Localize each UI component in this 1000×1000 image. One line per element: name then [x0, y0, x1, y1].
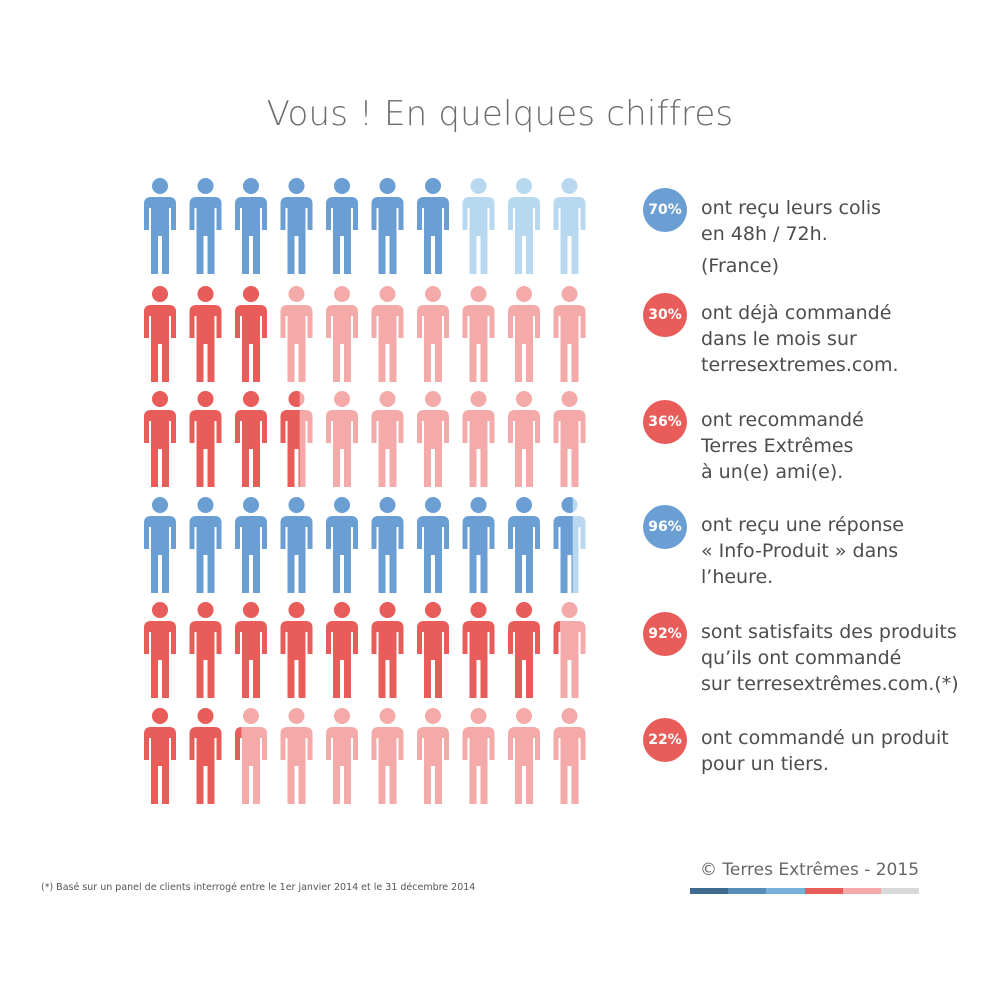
- person-icon: [553, 286, 586, 382]
- person-icon: [235, 497, 267, 593]
- stat-description: ont commandé un produit pour un tiers.: [701, 727, 949, 775]
- person-icon: [508, 391, 540, 487]
- person-icon: [144, 497, 176, 593]
- person-icon: [144, 708, 176, 804]
- copyright: © Terres Extrêmes - 2015: [700, 860, 920, 880]
- stat-description: ont reçu leurs colis en 48h / 72h. (Franc…: [701, 195, 991, 279]
- person-icon: [553, 602, 586, 698]
- person-icon: [462, 178, 495, 274]
- person-icon: [553, 708, 586, 804]
- stat-badge: 36%: [643, 400, 687, 444]
- person-icon: [417, 602, 449, 698]
- color-swatch: [842, 888, 881, 894]
- person-icon: [553, 178, 586, 274]
- person-icon: [326, 391, 358, 487]
- footnote: (*) Basé sur un panel de clients interro…: [41, 882, 476, 893]
- stat-description: ont déjà commandé dans le mois sur terrese…: [701, 302, 899, 376]
- stat-badge: 96%: [643, 505, 687, 549]
- stat-badge: 92%: [643, 612, 687, 656]
- color-swatch: [690, 888, 729, 894]
- person-icon: [326, 286, 358, 382]
- person-icon: [462, 391, 495, 487]
- person-icon: [326, 708, 358, 804]
- person-icon: [417, 391, 449, 487]
- person-icon: [508, 286, 540, 382]
- person-icon: [235, 708, 267, 804]
- color-swatch: [728, 888, 767, 894]
- person-icon: [189, 178, 222, 274]
- stat-description: ont reçu une réponse « Info-Produit » dan…: [701, 514, 904, 588]
- person-icon: [553, 391, 586, 487]
- person-icon: [144, 602, 176, 698]
- person-icon: [235, 602, 267, 698]
- color-swatch: [766, 888, 805, 894]
- person-icon: [189, 286, 222, 382]
- person-icon: [189, 708, 222, 804]
- person-icon: [144, 391, 176, 487]
- person-icon: [280, 497, 313, 593]
- person-icon: [235, 286, 267, 382]
- person-icon: [462, 708, 495, 804]
- person-icon: [417, 708, 449, 804]
- person-icon: [189, 391, 222, 487]
- person-icon: [417, 286, 449, 382]
- person-icon: [280, 178, 313, 274]
- person-icon: [280, 391, 313, 487]
- person-icon: [417, 497, 449, 593]
- person-icon: [462, 497, 495, 593]
- person-icon: [144, 178, 176, 274]
- person-icon: [371, 602, 404, 698]
- person-icon: [371, 286, 404, 382]
- person-icon: [417, 178, 449, 274]
- person-icon: [371, 391, 404, 487]
- person-icon: [371, 708, 404, 804]
- stat-badge: 22%: [643, 718, 687, 762]
- color-swatch: [804, 888, 843, 894]
- person-icon: [508, 497, 540, 593]
- person-icon: [508, 708, 540, 804]
- person-icon: [508, 602, 540, 698]
- person-icon: [371, 497, 404, 593]
- stat-badge: 70%: [643, 188, 687, 232]
- person-icon: [508, 178, 540, 274]
- person-icon: [189, 602, 222, 698]
- person-icon: [462, 286, 495, 382]
- person-icon: [553, 497, 586, 593]
- person-icon: [280, 708, 313, 804]
- brand-color-bar: [690, 888, 920, 894]
- person-icon: [280, 602, 313, 698]
- stat-description: ont recommandé Terres Extrêmes à un(e) ami…: [701, 409, 864, 483]
- person-icon: [462, 602, 495, 698]
- person-icon: [326, 602, 358, 698]
- person-icon: [235, 391, 267, 487]
- person-icon: [326, 178, 358, 274]
- person-icon: [235, 178, 267, 274]
- person-icon: [144, 286, 176, 382]
- stat-note: (France): [701, 255, 780, 277]
- stat-badge: 30%: [643, 293, 687, 337]
- person-icon: [371, 178, 404, 274]
- color-swatch: [880, 888, 920, 894]
- person-icon: [280, 286, 313, 382]
- infographic-title: Vous ! En quelques chiffres: [266, 94, 734, 134]
- stat-description: sont satisfaits des produits qu’ils ont c…: [701, 621, 959, 695]
- person-icon: [189, 497, 222, 593]
- person-icon: [326, 497, 358, 593]
